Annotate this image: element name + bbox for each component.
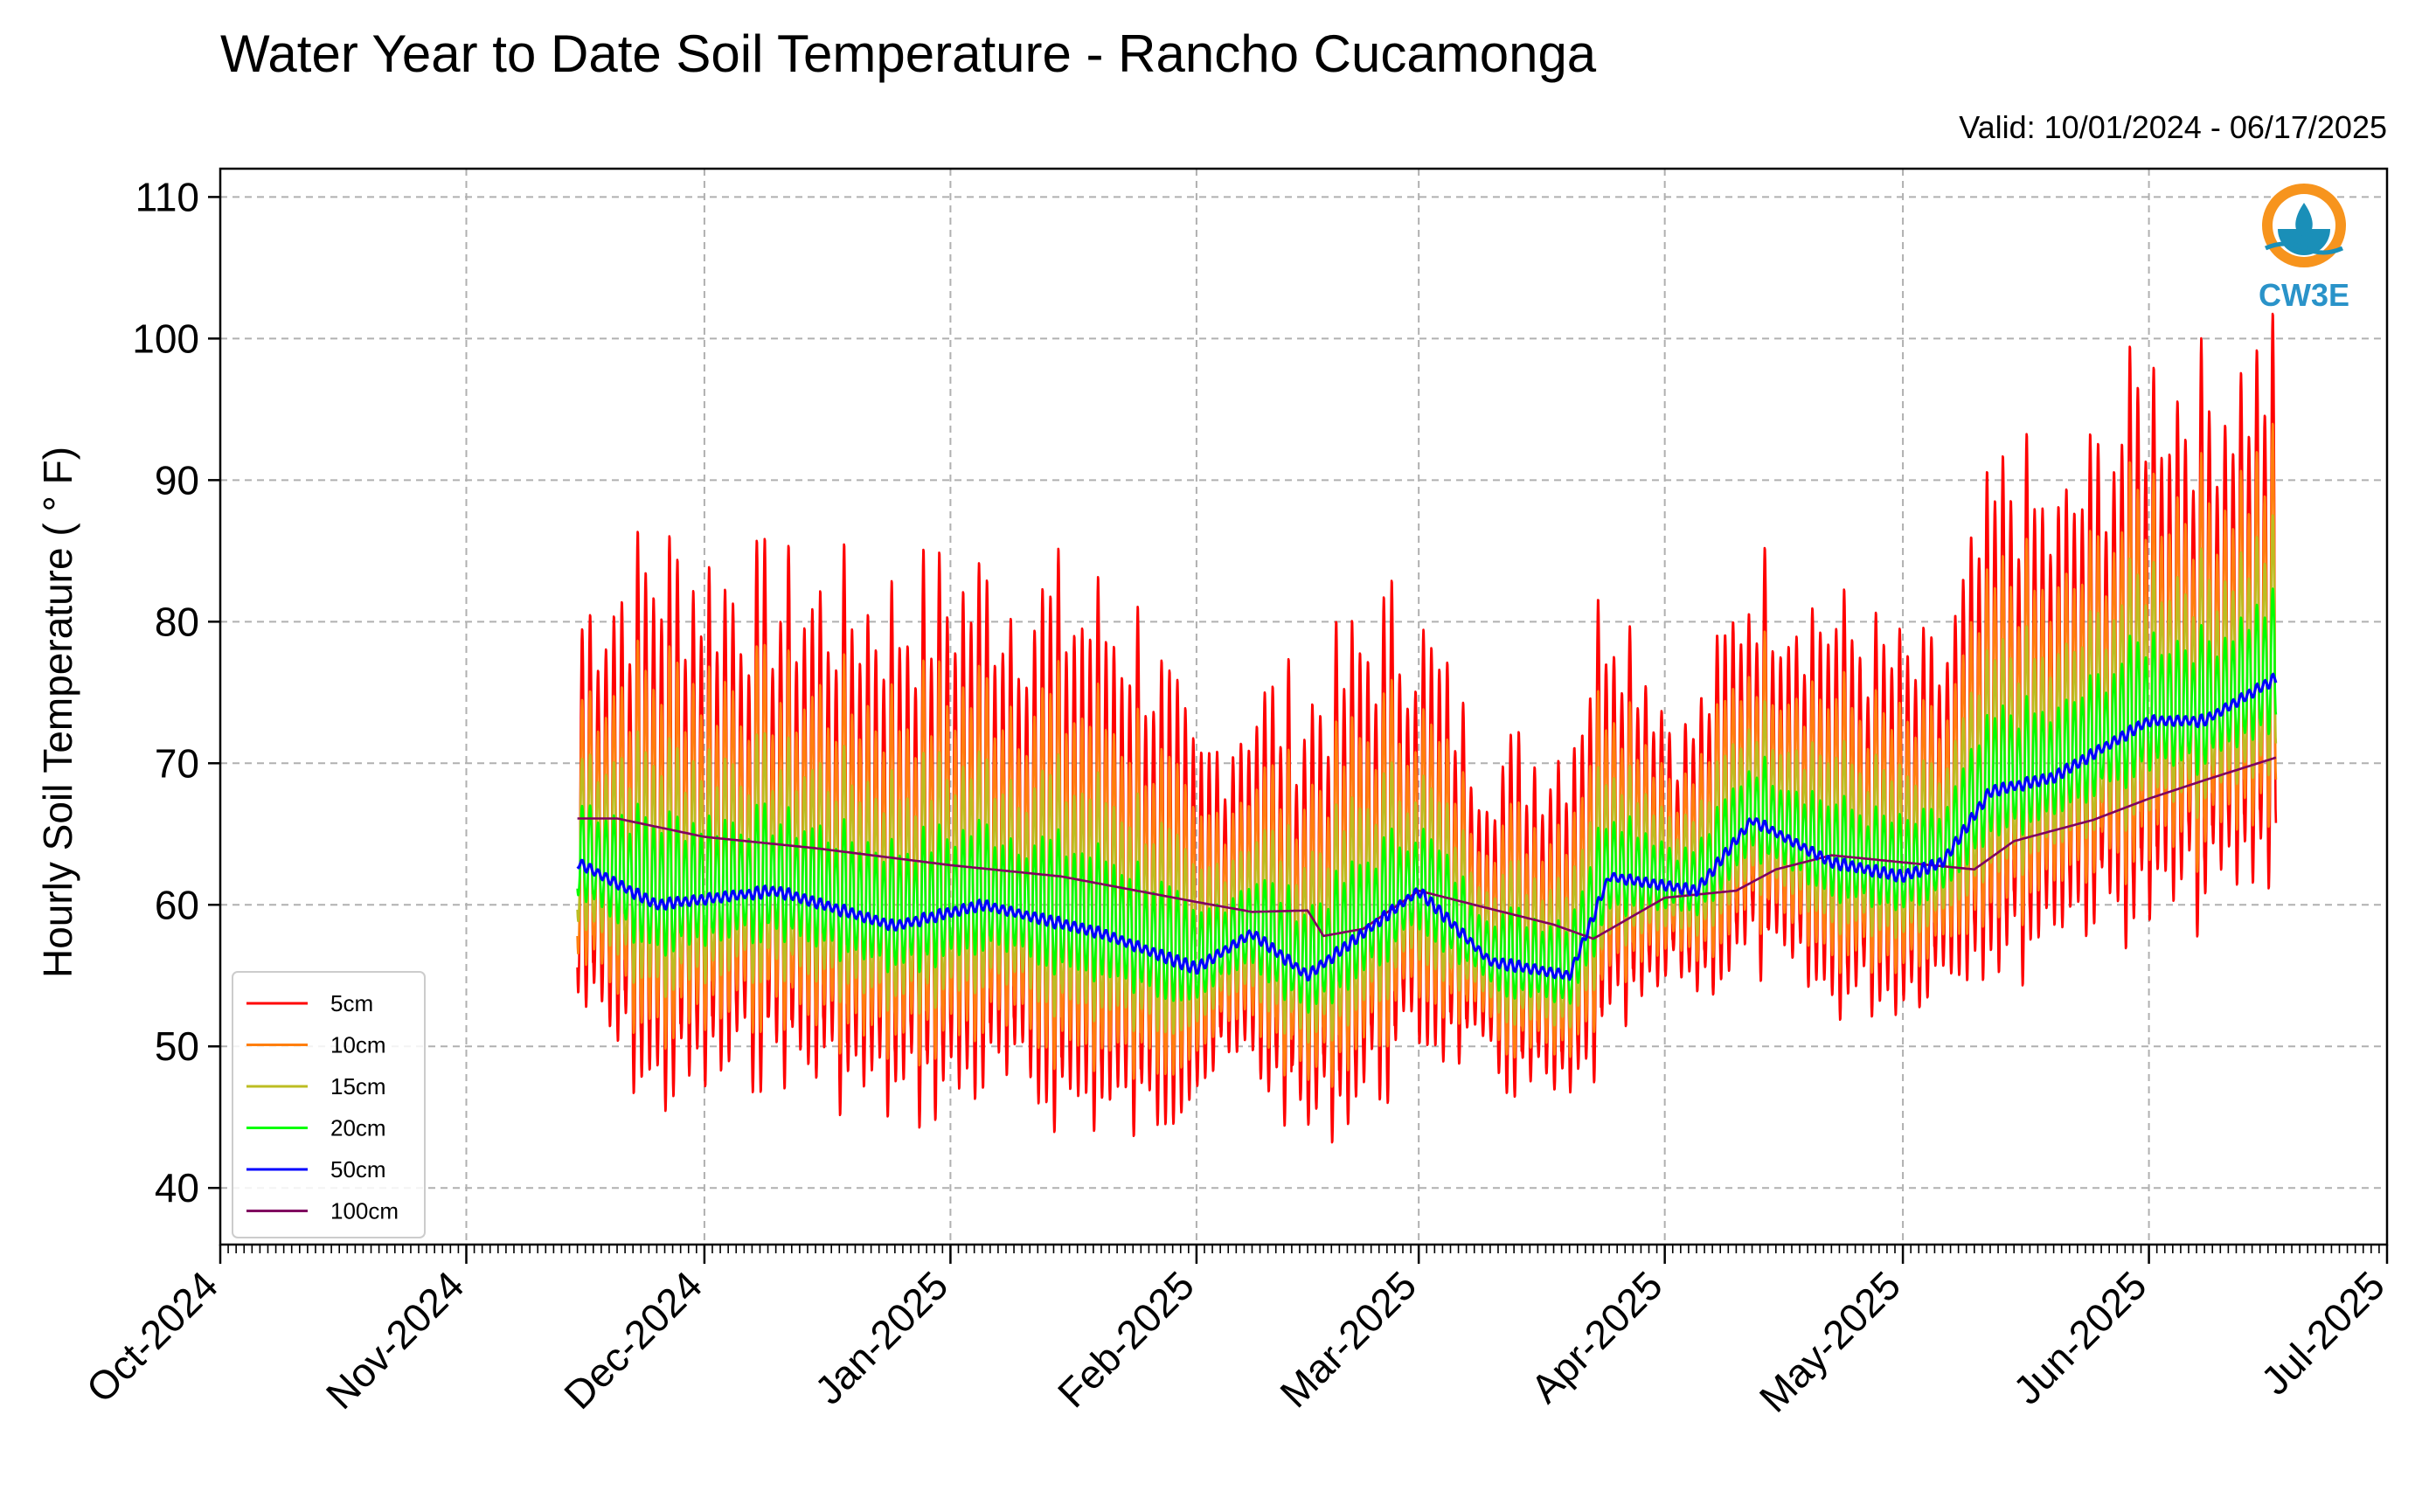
y-tick-label: 110	[135, 174, 199, 219]
chart-title: Water Year to Date Soil Temperature - Ra…	[220, 24, 1597, 83]
y-tick-label: 80	[155, 599, 199, 644]
y-axis-label: Hourly Soil Temperature ( ° F)	[35, 447, 80, 978]
series-line-50cm	[576, 672, 2278, 981]
logo-text: CW3E	[2259, 277, 2349, 313]
y-tick-label: 90	[155, 457, 199, 503]
legend-label-50cm: 50cm	[330, 1156, 386, 1183]
legend: 5cm 10cm 15cm 20cm 50cm 100cm	[232, 971, 426, 1238]
y-tick-label: 100	[132, 316, 199, 361]
plot-frame	[219, 167, 2389, 1246]
y-tick-label: 40	[155, 1165, 199, 1210]
y-tick-label: 70	[155, 740, 199, 786]
legend-label-15cm: 15cm	[330, 1073, 386, 1099]
cw3e-logo: CW3E	[2259, 184, 2349, 313]
legend-label-5cm: 5cm	[330, 990, 373, 1016]
y-tick-label: 50	[155, 1023, 199, 1069]
y-tick-label: 60	[155, 882, 199, 927]
logo-wave-line	[2264, 241, 2344, 255]
logo-wave-icon	[2278, 229, 2330, 255]
chart-subtitle: Valid: 10/01/2024 - 06/17/2025	[1959, 109, 2387, 145]
legend-label-100cm: 100cm	[330, 1198, 399, 1224]
legend-box	[232, 971, 426, 1238]
legend-label-10cm: 10cm	[330, 1032, 386, 1058]
legend-label-20cm: 20cm	[330, 1115, 386, 1141]
series-line-100cm	[577, 756, 2277, 940]
logo-drop-icon	[2295, 203, 2313, 236]
series-group	[576, 312, 2278, 1144]
